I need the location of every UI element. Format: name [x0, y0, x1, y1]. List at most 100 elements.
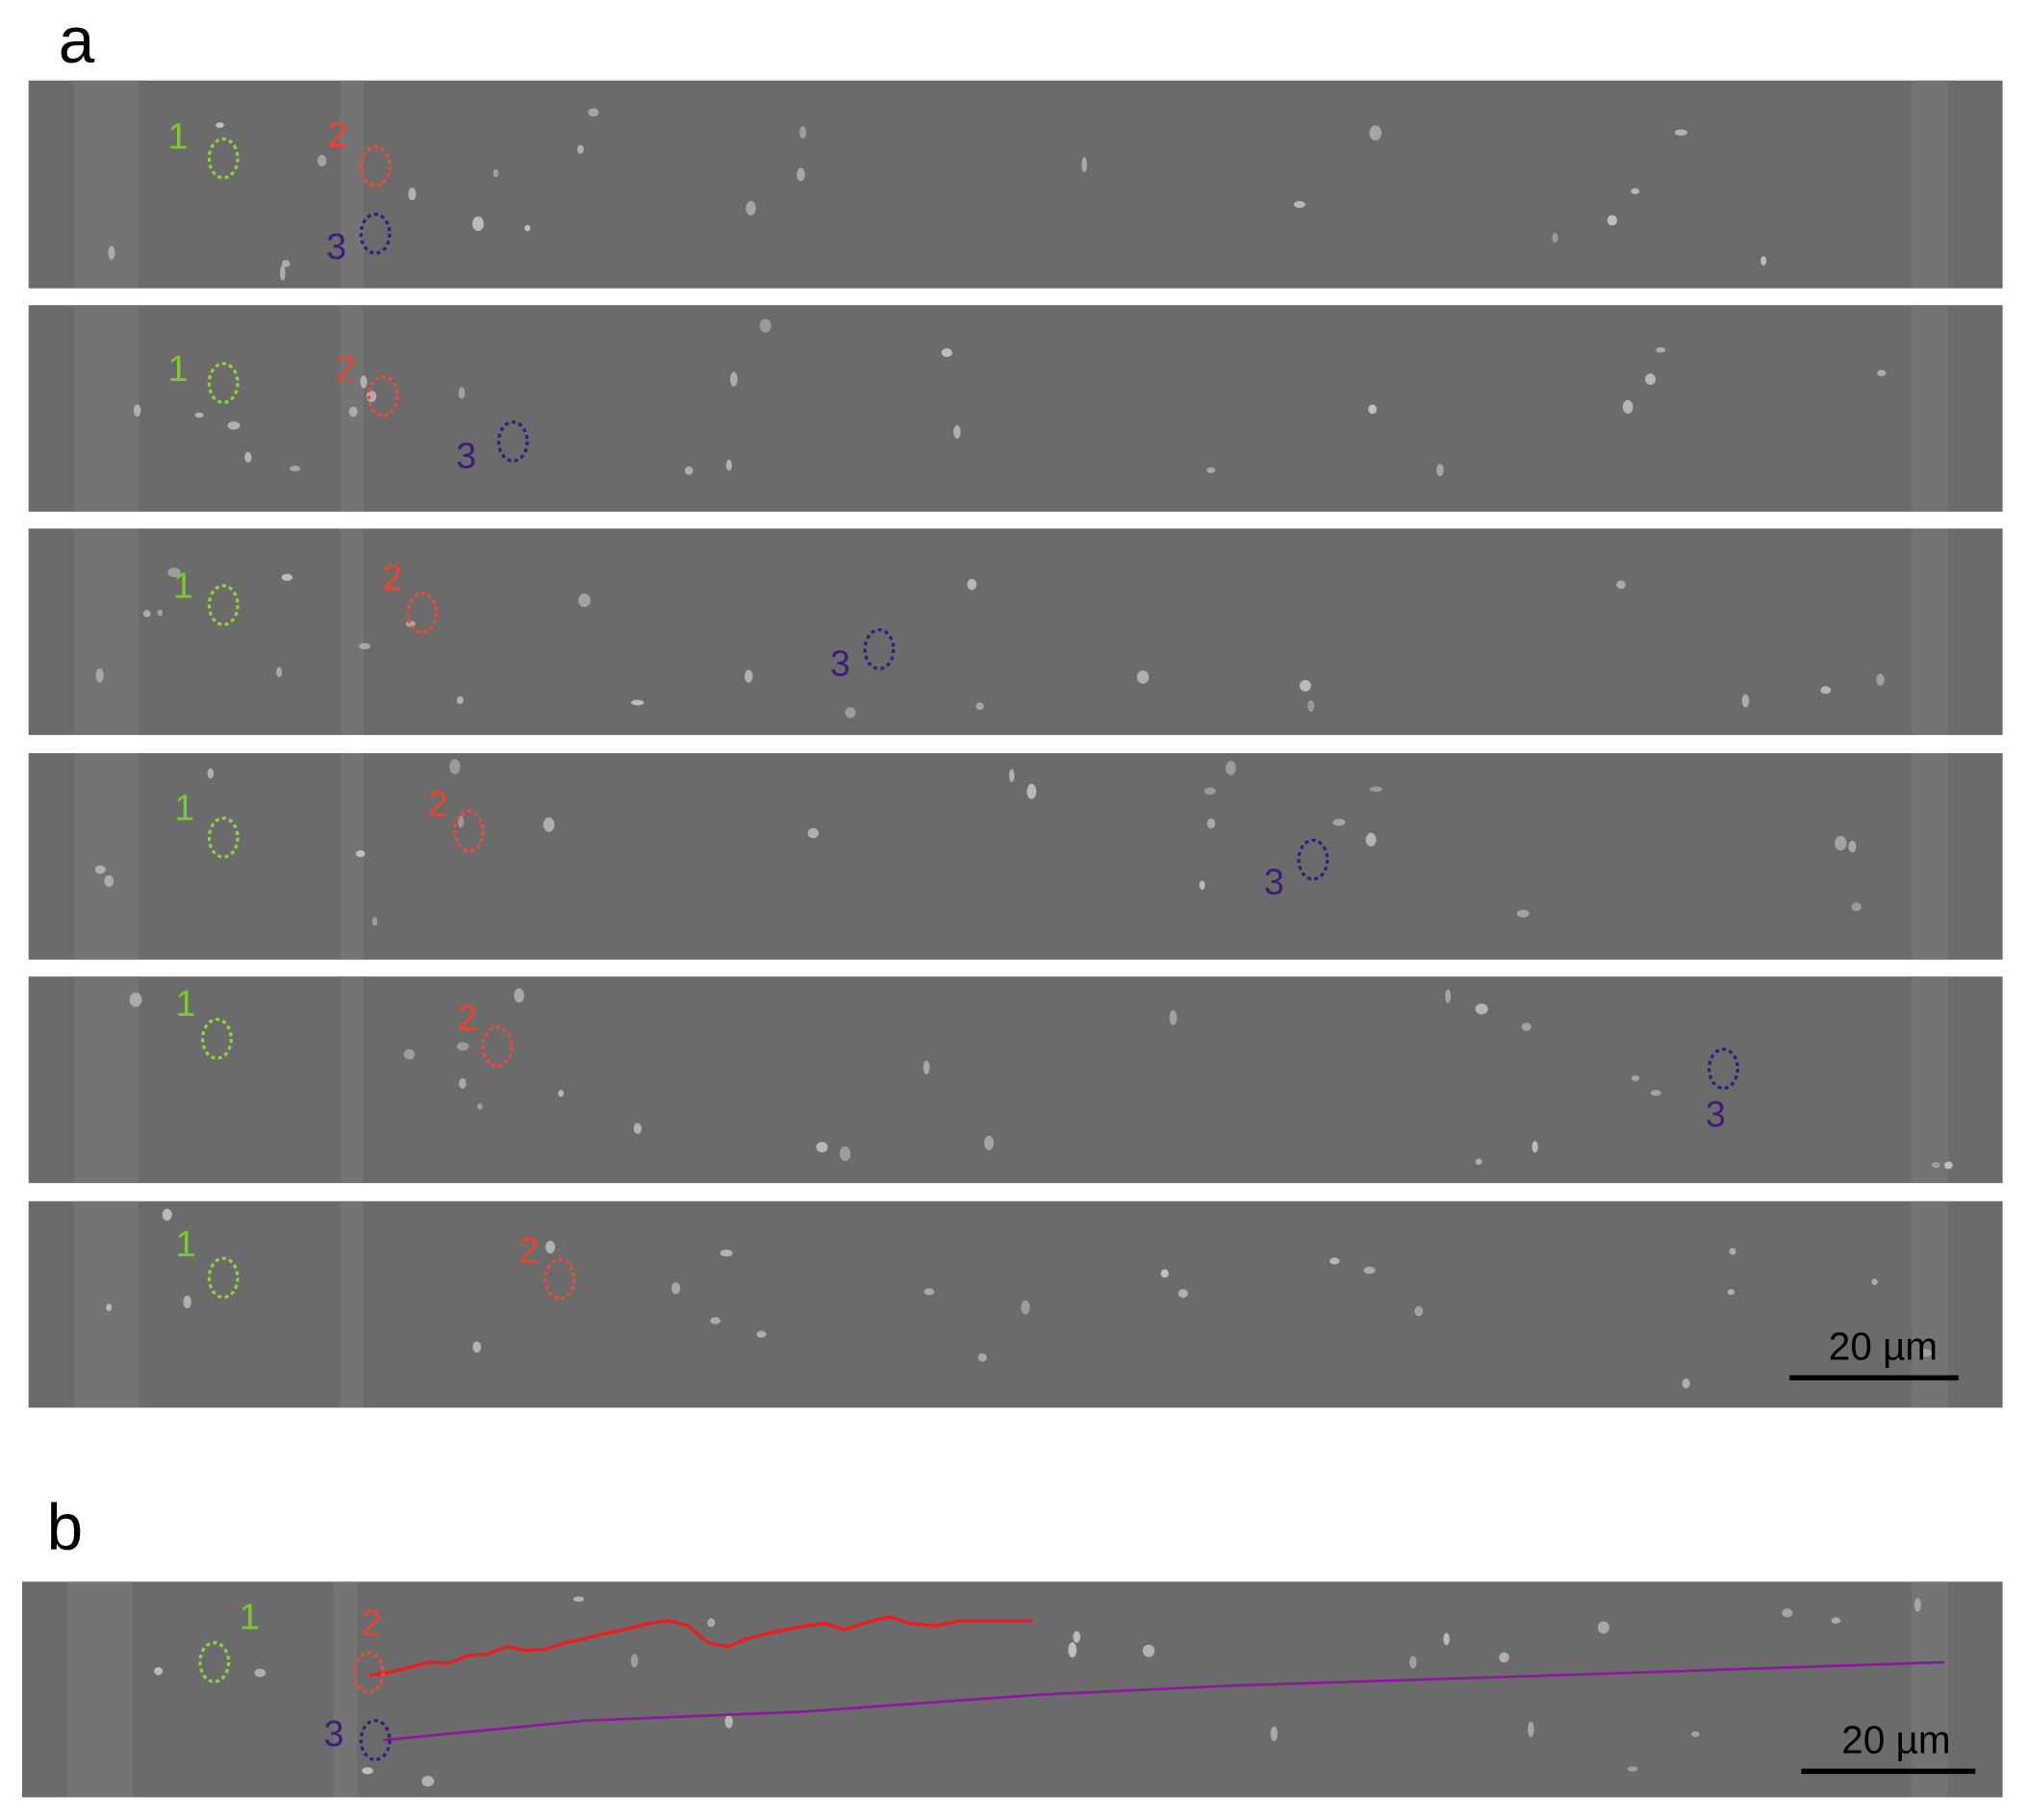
band — [73, 528, 139, 736]
speck — [1622, 399, 1633, 414]
particle-circle — [863, 628, 896, 670]
particle-circle — [452, 810, 485, 852]
speck — [476, 1102, 483, 1110]
speck — [1820, 686, 1832, 695]
speck — [1616, 580, 1626, 590]
panel-label: b — [47, 1492, 84, 1564]
speck — [254, 1668, 266, 1678]
particle-label: 1 — [176, 1225, 196, 1265]
particle-circle — [207, 1256, 240, 1300]
band — [340, 976, 365, 1183]
speck — [1142, 1644, 1155, 1657]
speck — [1409, 1656, 1417, 1669]
speck — [1631, 188, 1640, 194]
speck — [456, 695, 464, 704]
speck — [578, 593, 591, 608]
speck — [408, 188, 417, 201]
speck — [1645, 373, 1657, 386]
speck — [744, 670, 753, 683]
speck — [1598, 1621, 1609, 1634]
particle-circle — [200, 1018, 233, 1060]
band — [73, 976, 139, 1183]
speck — [724, 1715, 733, 1729]
scale-bar-label: 20 µm — [1829, 1324, 1937, 1368]
speck — [1021, 1300, 1030, 1315]
speck — [1330, 1257, 1340, 1265]
speck — [924, 1288, 935, 1296]
speck — [729, 371, 738, 387]
speck — [1727, 1289, 1735, 1296]
micrograph-frame — [28, 752, 2003, 960]
scale-bar-label: 20 µm — [1841, 1717, 1950, 1761]
speck — [108, 245, 115, 261]
band — [73, 305, 139, 512]
speck — [1160, 1269, 1169, 1278]
speck — [1369, 125, 1382, 141]
speck — [977, 1352, 987, 1362]
speck — [1369, 786, 1382, 793]
particle-label: 3 — [323, 1714, 343, 1755]
speck — [588, 108, 599, 117]
band — [1912, 305, 1948, 512]
speck — [1650, 1090, 1661, 1097]
speck — [1363, 1266, 1376, 1275]
speck — [1365, 832, 1377, 847]
particle-label: 3 — [1706, 1095, 1726, 1135]
speck — [1332, 819, 1346, 826]
speck — [1270, 1726, 1279, 1742]
speck — [967, 578, 977, 591]
band — [1912, 80, 1948, 289]
speck — [183, 1295, 191, 1309]
micrograph-frame — [28, 528, 2003, 736]
micrograph-frame — [28, 305, 2003, 512]
speck — [845, 707, 856, 719]
speck — [630, 1654, 639, 1668]
speck — [1851, 902, 1862, 912]
particle-label: 1 — [167, 349, 188, 390]
particle-circle — [207, 816, 240, 859]
speck — [1782, 1608, 1793, 1618]
speck — [134, 404, 141, 417]
speck — [1436, 464, 1444, 477]
speck — [671, 1282, 681, 1295]
speck — [1682, 1378, 1690, 1389]
band — [73, 80, 139, 289]
speck — [807, 827, 820, 839]
band — [1912, 752, 1948, 960]
particle-circle — [359, 213, 392, 255]
speck — [1136, 670, 1150, 684]
particle-label: 2 — [519, 1231, 539, 1272]
speck — [1919, 1349, 1933, 1357]
particle-label: 1 — [176, 984, 196, 1024]
speck — [94, 865, 106, 874]
band — [1912, 528, 1948, 736]
particle-circle — [207, 137, 240, 180]
speck — [1169, 1010, 1178, 1025]
speck — [421, 1776, 435, 1787]
speck — [371, 917, 378, 926]
speck — [1914, 1598, 1921, 1612]
speck — [1729, 1248, 1736, 1255]
speck — [1831, 1617, 1841, 1624]
speck — [984, 1135, 994, 1150]
speck — [630, 699, 645, 706]
speck — [1203, 787, 1216, 796]
speck — [1674, 129, 1688, 136]
band — [340, 528, 365, 736]
speck — [154, 1667, 164, 1676]
panel-label: a — [59, 5, 95, 77]
speck — [543, 817, 555, 832]
speck — [1516, 909, 1530, 918]
speck — [923, 1060, 930, 1074]
speck — [360, 375, 367, 389]
speck — [456, 1042, 469, 1051]
track — [383, 1660, 1944, 1742]
speck — [1008, 769, 1015, 782]
band — [340, 80, 365, 289]
particle-circle — [406, 592, 439, 635]
speck — [1445, 989, 1452, 1003]
speck — [1475, 1158, 1482, 1166]
particle-circle — [207, 584, 240, 626]
track — [368, 1614, 1033, 1678]
speck — [756, 1330, 767, 1338]
